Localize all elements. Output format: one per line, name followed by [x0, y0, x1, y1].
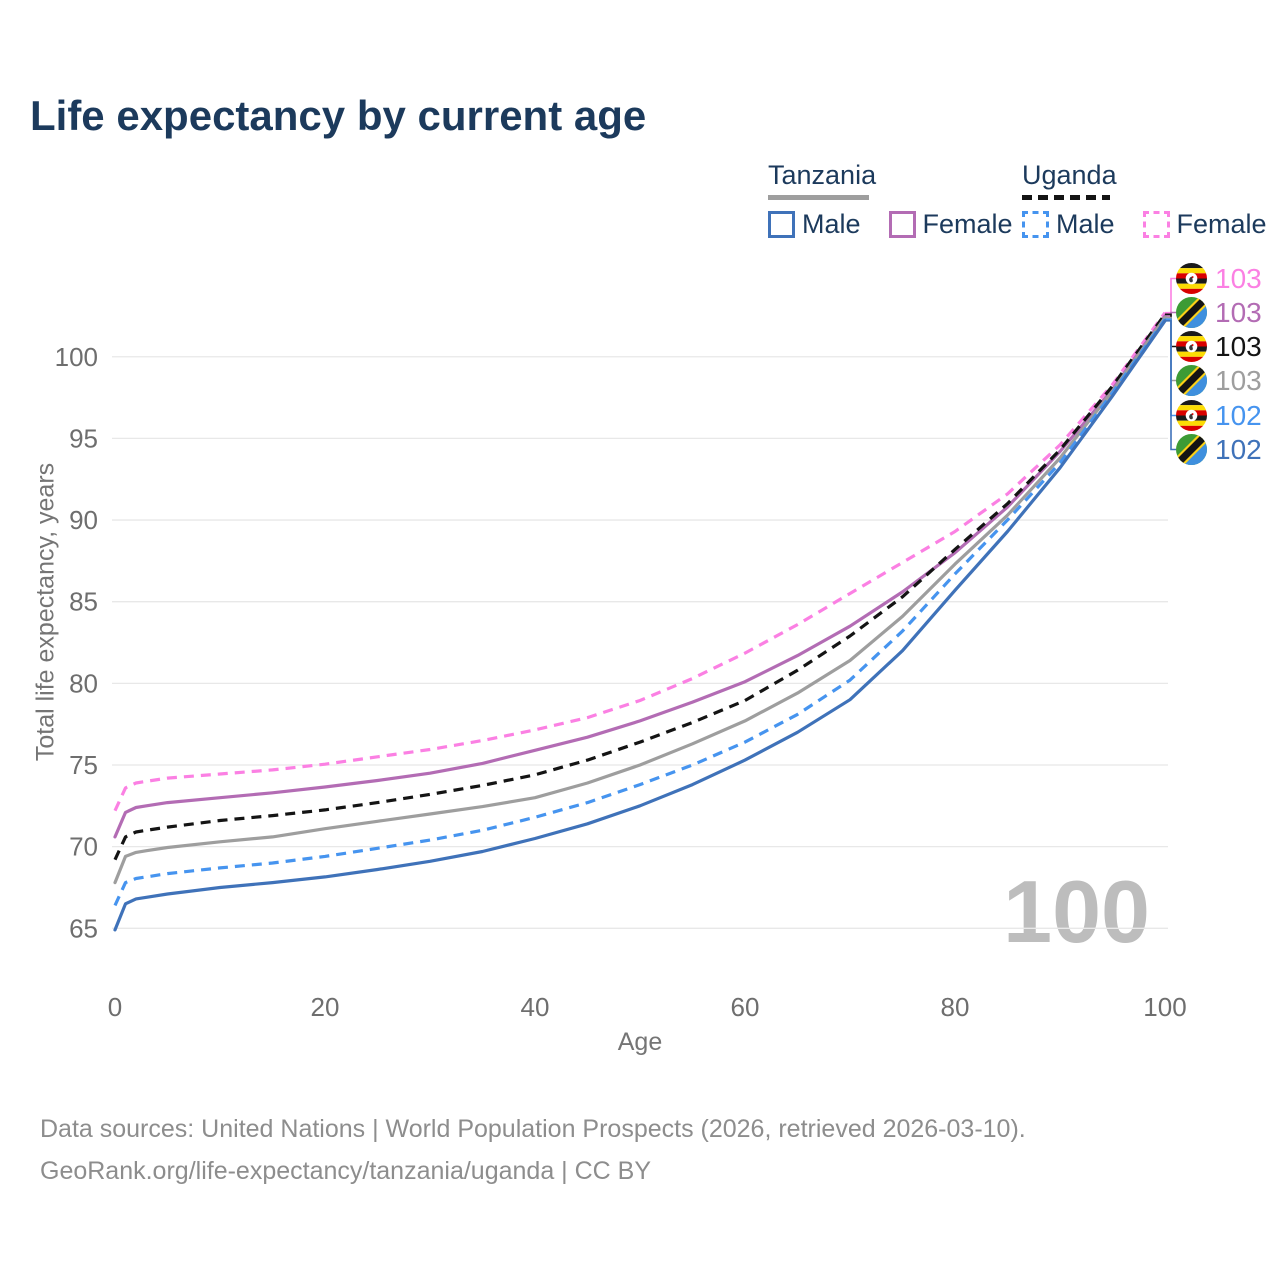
tanzania-flag-icon	[1176, 434, 1207, 465]
x-tick-label: 0	[108, 992, 122, 1022]
tanzania-female-swatch-icon	[888, 211, 916, 238]
legend-group-tanzania: Tanzania Male Female	[768, 160, 1013, 240]
y-tick-label: 90	[69, 505, 98, 535]
end-label-value: 103	[1215, 262, 1262, 294]
end-label-value: 103	[1215, 330, 1262, 362]
y-tick-label: 85	[69, 587, 98, 617]
x-axis-label: Age	[617, 1028, 663, 1056]
y-tick-label: 100	[55, 342, 98, 372]
uganda-flag-icon	[1176, 263, 1207, 294]
end-label-row: 103	[1176, 297, 1262, 328]
series-line-ug-female	[113, 311, 1167, 812]
uganda-line-style-sample	[1022, 195, 1110, 200]
leader-line-ug-female	[1165, 277, 1176, 314]
y-tick-label: 75	[69, 750, 98, 780]
tanzania-flag-icon	[1176, 365, 1207, 396]
end-label-value: 103	[1215, 364, 1262, 396]
series-line-ug-male	[113, 318, 1167, 907]
y-axis-label: Total life expectancy, years	[31, 462, 60, 762]
x-tick-label: 100	[1143, 992, 1186, 1022]
footer-attribution-line: GeoRank.org/life-expectancy/tanzania/uga…	[40, 1157, 652, 1185]
end-label-row: 103	[1176, 365, 1262, 396]
page-title: Life expectancy by current age	[30, 92, 647, 139]
legend-label-tanzania-female: Female	[922, 209, 1013, 239]
end-label-row: 103	[1176, 331, 1262, 362]
uganda-male-swatch-icon	[1022, 211, 1049, 238]
legend-country-tanzania: Tanzania	[768, 160, 877, 190]
tanzania-line-style-sample	[768, 195, 869, 200]
end-label-row: 102	[1176, 400, 1262, 431]
uganda-female-swatch-icon	[1142, 211, 1170, 238]
legend-label-uganda-female: Female	[1176, 209, 1267, 239]
y-tick-label: 70	[69, 832, 98, 862]
end-label-value: 102	[1215, 433, 1262, 465]
footer-datasource-line: Data sources: United Nations | World Pop…	[40, 1115, 1026, 1143]
age-counter-watermark: 100	[1003, 862, 1150, 961]
x-tick-label: 80	[941, 992, 970, 1022]
legend-country-uganda: Uganda	[1022, 160, 1117, 190]
end-label-value: 103	[1215, 296, 1262, 328]
legend-group-uganda: Uganda Male Female	[1022, 160, 1267, 240]
uganda-flag-icon	[1176, 331, 1207, 362]
series-line-tz-female	[113, 314, 1167, 839]
x-tick-label: 60	[731, 992, 760, 1022]
end-label-row: 102	[1176, 434, 1262, 465]
y-tick-label: 65	[69, 913, 98, 943]
y-tick-label: 95	[69, 423, 98, 453]
series-line-tz-both	[113, 316, 1167, 885]
tanzania-flag-icon	[1176, 297, 1207, 328]
leader-line-tz-male	[1165, 319, 1176, 451]
footer: Data sources: United Nations | World Pop…	[40, 1108, 1026, 1192]
series-line-ug-both	[113, 313, 1167, 861]
uganda-flag-icon	[1176, 400, 1207, 431]
tanzania-male-swatch-icon	[768, 211, 795, 238]
end-label-value: 102	[1215, 399, 1262, 431]
end-label-row: 103	[1176, 263, 1262, 294]
y-tick-label: 80	[69, 668, 98, 698]
series-line-tz-male	[113, 319, 1167, 932]
legend-label-tanzania-male: Male	[802, 209, 861, 239]
legend-label-uganda-male: Male	[1056, 209, 1115, 239]
x-tick-label: 20	[311, 992, 340, 1022]
x-tick-label: 40	[521, 992, 550, 1022]
